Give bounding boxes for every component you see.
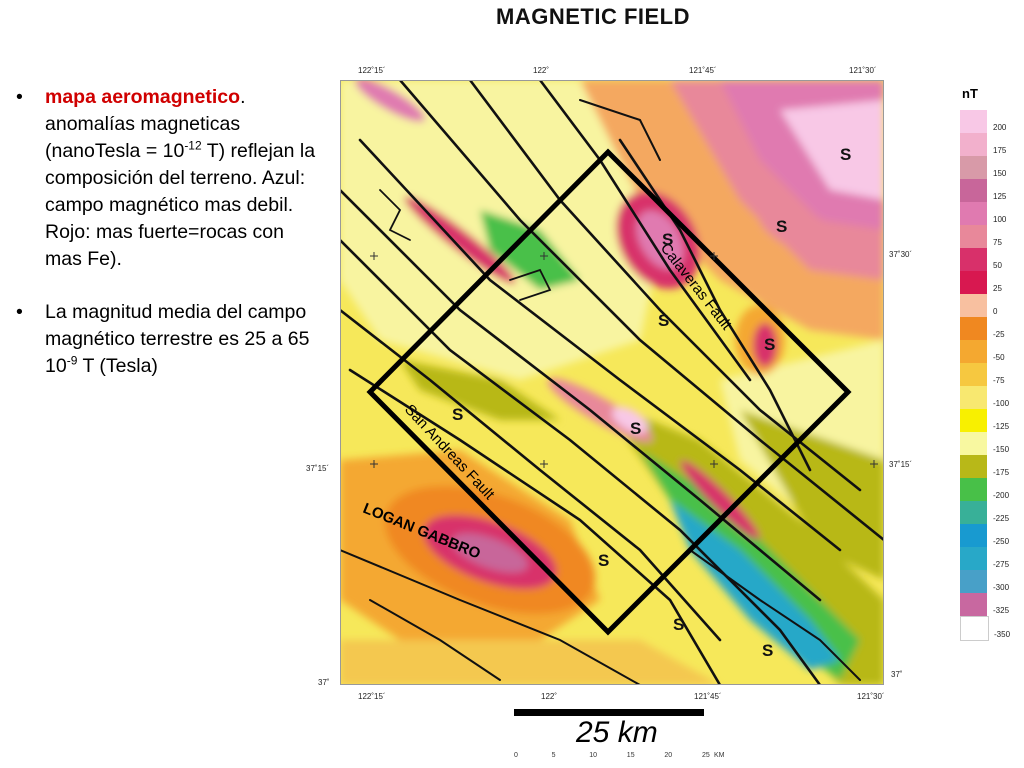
legend-swatch: -325	[960, 593, 1009, 616]
legend-swatch: -175	[960, 455, 1009, 478]
bullet-text: . anomalías magneticas (nanoTesla = 10	[45, 86, 246, 162]
s-marker: S	[673, 615, 684, 634]
km-tick-label: 20	[664, 752, 673, 759]
legend-label: -125	[993, 422, 1010, 431]
km-tick-label: 15	[626, 752, 635, 759]
legend-label: 175	[993, 146, 1007, 155]
s-marker: S	[598, 551, 609, 570]
legend-label: -275	[993, 560, 1010, 569]
legend-unit: nT	[962, 86, 978, 101]
bullet-item-aeromagnetic: • mapa aeromagnetico. anomalías magnetic…	[14, 84, 319, 273]
map-bottom-tick: 121˚45´	[694, 692, 722, 701]
s-marker: S	[762, 641, 773, 660]
legend-label: -325	[993, 606, 1010, 615]
legend-swatch: 50	[960, 248, 1002, 271]
s-marker: S	[630, 419, 641, 438]
grid-crosses	[370, 252, 878, 468]
map-bottom-tick: 121˚30´	[857, 692, 885, 701]
legend-swatch: -200	[960, 478, 1009, 501]
km-tick-label: 0	[514, 752, 518, 759]
slide-title: MAGNETIC FIELD	[496, 4, 690, 29]
km-tick-label: 5	[551, 752, 556, 759]
legend-label: 200	[993, 123, 1007, 132]
map-left-tick: 37˚15´	[306, 464, 330, 473]
bullet-dot: •	[16, 301, 23, 323]
bullet-dot: •	[16, 86, 23, 108]
s-marker: S	[776, 217, 787, 236]
map-bottom-tick: 122˚15´	[358, 692, 386, 701]
study-area-box	[366, 148, 852, 636]
legend-label: -225	[993, 514, 1010, 523]
legend-swatch: -100	[960, 386, 1009, 409]
legend-swatch: -300	[960, 570, 1009, 593]
bullet-text: La magnitud media del campo magnético te…	[45, 301, 310, 377]
legend-label: 100	[993, 215, 1007, 224]
map-bottom-tick: 122˚	[541, 692, 558, 701]
map-top-tick: 122˚15´	[358, 66, 386, 75]
legend-label: -300	[993, 583, 1010, 592]
legend-swatch: -125	[960, 409, 1009, 432]
map-right-tick: 37˚	[891, 670, 903, 679]
legend-label: 125	[993, 192, 1007, 201]
legend-label: -75	[993, 376, 1005, 385]
legend-label: -100	[993, 399, 1010, 408]
legend-label: -350	[994, 630, 1011, 639]
legend-swatch: -350	[960, 616, 1010, 641]
legend-swatch: 125	[960, 179, 1006, 202]
legend-swatch: 175	[960, 133, 1006, 156]
legend-label: -50	[993, 353, 1005, 362]
legend-swatch: 100	[960, 202, 1006, 225]
map-right-tick: 37˚15´	[889, 460, 913, 469]
map-top-tick: 121˚30´	[849, 66, 877, 75]
km-unit-label: KM	[714, 752, 725, 759]
s-marker: S	[662, 230, 673, 249]
legend-swatch: 75	[960, 225, 1002, 248]
map-left-tick: 37˚	[318, 678, 330, 687]
s-marker: S	[764, 335, 775, 354]
legend-swatch: 25	[960, 271, 1002, 294]
bullet-item-magnitude: • La magnitud media del campo magnético …	[14, 299, 319, 380]
legend-label: -175	[993, 468, 1010, 477]
color-legend: 200 175 150 125 100 75 50 25 0 -25 -50 -75 -100 -125 -…	[960, 110, 1010, 641]
scale-bar	[514, 709, 704, 716]
map-top-tick: 121˚45´	[689, 66, 717, 75]
legend-label: 75	[993, 238, 1002, 247]
legend-label: 0	[993, 307, 998, 316]
legend-swatch: 150	[960, 156, 1006, 179]
bullet-text: T (Tesla)	[77, 355, 158, 377]
legend-swatch: -250	[960, 524, 1009, 547]
km-tick-label: 25	[702, 752, 710, 759]
legend-label: -150	[993, 445, 1010, 454]
legend-label: 50	[993, 261, 1002, 270]
legend-swatch: -225	[960, 501, 1009, 524]
legend-swatch: 200	[960, 110, 1006, 133]
legend-swatch: -275	[960, 547, 1009, 570]
bullet-list: • mapa aeromagnetico. anomalías magnetic…	[14, 84, 319, 406]
legend-swatch: -50	[960, 340, 1005, 363]
legend-label: 25	[993, 284, 1002, 293]
s-marker: S	[840, 145, 851, 164]
bullet-sup: -12	[184, 138, 202, 153]
s-marker: S	[452, 405, 463, 424]
legend-label: -250	[993, 537, 1010, 546]
map-right-tick: 37˚30´	[889, 250, 913, 259]
km-tick-label: 10	[589, 752, 597, 759]
legend-swatch: -75	[960, 363, 1005, 386]
legend-swatch: -150	[960, 432, 1009, 455]
bullet-sup: -9	[66, 353, 78, 368]
s-marker: S	[658, 311, 669, 330]
scale-label: 25 km	[576, 716, 658, 749]
map-border	[340, 80, 884, 685]
legend-label: -200	[993, 491, 1010, 500]
legend-swatch: -25	[960, 317, 1005, 340]
legend-label: 150	[993, 169, 1007, 178]
bullet-text: T) reflejan la composición del terreno. …	[45, 140, 316, 270]
legend-swatch: 0	[960, 294, 997, 317]
bullet-highlight: mapa aeromagnetico	[45, 86, 241, 108]
legend-label: -25	[993, 330, 1005, 339]
map-top-tick: 122˚	[533, 66, 550, 75]
aeromagnetic-map: Calaveras Fault San Andreas Fault LOGAN …	[340, 80, 884, 685]
